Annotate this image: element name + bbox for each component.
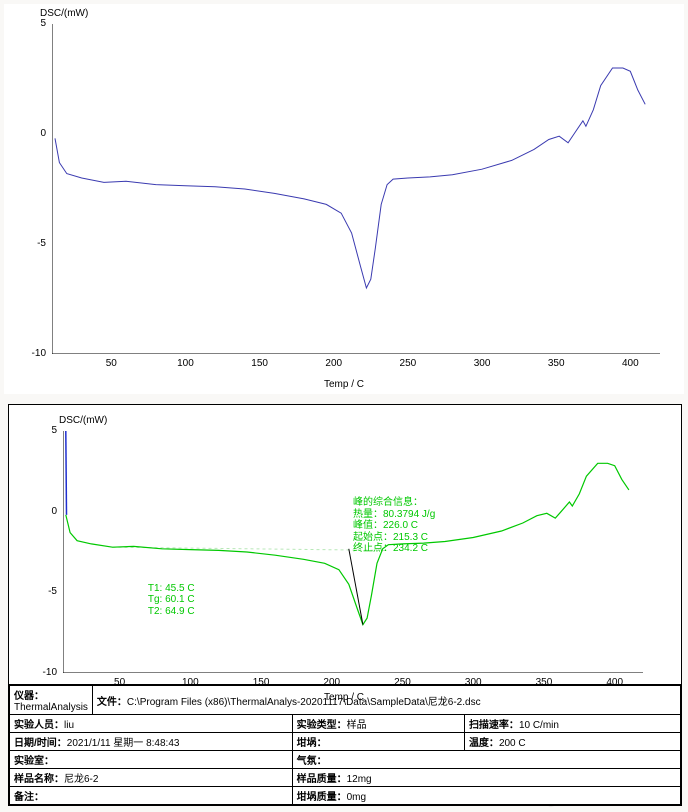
- top-ytick: -5: [16, 238, 46, 249]
- lab-label: 实验室：: [14, 756, 54, 767]
- note-label: 备注：: [14, 792, 44, 803]
- tg-annotation: T1: 45.5 CTg: 60.1 CT2: 64.9 C: [148, 583, 195, 618]
- instrument-value: ThermalAnalysis: [14, 702, 88, 713]
- top-ytick: -10: [16, 348, 46, 359]
- meta-row-lab: 实验室： 气氛：: [10, 751, 681, 769]
- kind-value: 样品: [347, 720, 367, 731]
- meta-row-note: 备注： 坩埚质量：0mg: [10, 787, 681, 805]
- top-xtick: 100: [173, 358, 197, 369]
- meta-row-date: 日期/时间：2021/1/11 星期一 8:48:43 坩埚： 温度：200 C: [10, 733, 681, 751]
- bottom-ytick: 0: [29, 506, 57, 517]
- sample-name-value: 尼龙6-2: [64, 774, 98, 785]
- crucible-mass-label: 坩埚质量：: [297, 792, 347, 803]
- top-ytick: 0: [16, 128, 46, 139]
- sample-mass-value: 12mg: [347, 774, 372, 785]
- metadata-table: 仪器：ThermalAnalysis 文件：C:\Program Files (…: [9, 684, 681, 805]
- crucible-label: 坩埚：: [297, 738, 327, 749]
- meta-row-operator: 实验人员：liu 实验类型：样品 扫描速率：10 C/min: [10, 715, 681, 733]
- date-value: 2021/1/11 星期一 8:48:43: [67, 738, 180, 749]
- crucible-mass-value: 0mg: [347, 792, 366, 803]
- operator-label: 实验人员：: [14, 720, 64, 731]
- bottom-ytick: 5: [29, 425, 57, 436]
- top-xtick: 300: [470, 358, 494, 369]
- meta-row-file: 仪器：ThermalAnalysis 文件：C:\Program Files (…: [10, 686, 681, 715]
- rate-label: 扫描速率：: [469, 720, 519, 731]
- meta-row-sample: 样品名称：尼龙6-2 样品质量：12mg: [10, 769, 681, 787]
- top-dsc-chart: DSC/(mW) 50 100 150 200 250 300 350 400 -10 -5 0 5…: [4, 4, 684, 394]
- top-xtick: 350: [544, 358, 568, 369]
- temp-value: 200 C: [499, 738, 526, 749]
- sample-mass-label: 样品质量：: [297, 774, 347, 785]
- sample-name-label: 样品名称：: [14, 774, 64, 785]
- bottom-y-axis-label: DSC/(mW): [59, 415, 107, 426]
- top-chart-svg: [52, 24, 660, 354]
- operator-value: liu: [64, 720, 74, 731]
- top-xtick: 150: [248, 358, 272, 369]
- bottom-report-panel: DSC/(mW) T1: 45.5 CTg: 60.1 CT2: 64.9 C …: [8, 404, 682, 806]
- bottom-dsc-chart: DSC/(mW) T1: 45.5 CTg: 60.1 CT2: 64.9 C …: [19, 413, 669, 703]
- rate-value: 10 C/min: [519, 720, 559, 731]
- atmosphere-label: 气氛：: [297, 756, 327, 767]
- top-xtick: 200: [322, 358, 346, 369]
- temp-label: 温度：: [469, 738, 499, 749]
- date-label: 日期/时间：: [14, 738, 67, 749]
- top-ytick: 5: [16, 18, 46, 29]
- top-x-axis-label: Temp / C: [4, 379, 684, 390]
- bottom-ytick: -10: [29, 667, 57, 678]
- file-value: C:\Program Files (x86)\ThermalAnalys-202…: [127, 697, 481, 708]
- top-xtick: 50: [99, 358, 123, 369]
- page: gizhan.com gizhan.com DSC/(mW) 501001502…: [0, 0, 688, 812]
- top-xtick: 400: [618, 358, 642, 369]
- instrument-label: 仪器：: [14, 691, 44, 702]
- top-plot-area: [52, 24, 660, 354]
- kind-label: 实验类型：: [297, 720, 347, 731]
- file-label: 文件：: [97, 697, 127, 708]
- top-xtick: 250: [396, 358, 420, 369]
- top-y-axis-label: DSC/(mW): [40, 8, 88, 19]
- peak-annotation: 峰的综合信息：热量：80.3794 J/g峰值：226.0 C起始点：215.3…: [353, 497, 435, 555]
- bottom-plot-area: T1: 45.5 CTg: 60.1 CT2: 64.9 C 峰的综合信息：热量…: [63, 431, 643, 673]
- bottom-ytick: -5: [29, 586, 57, 597]
